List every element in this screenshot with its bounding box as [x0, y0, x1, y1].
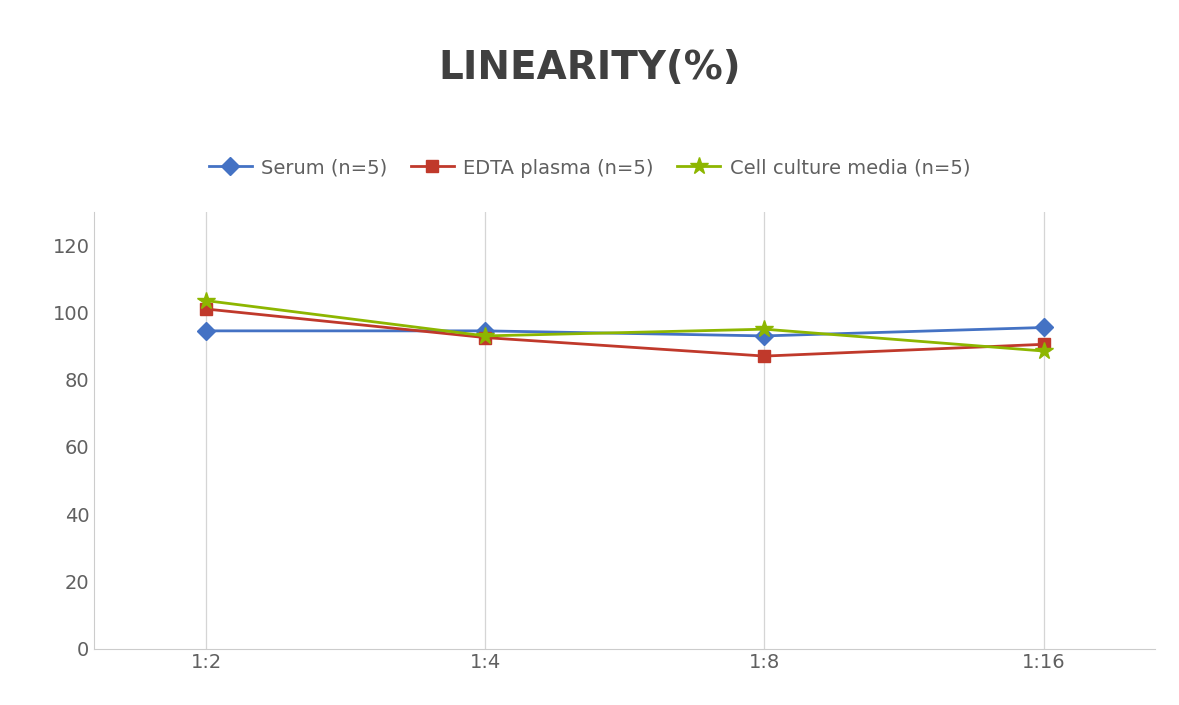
Serum (n=5): [1036, 324, 1050, 332]
Cell culture media (n=5): [479, 331, 493, 340]
Serum (n=5): [199, 326, 213, 335]
Legend: Serum (n=5), EDTA plasma (n=5), Cell culture media (n=5): Serum (n=5), EDTA plasma (n=5), Cell cul…: [200, 151, 979, 185]
EDTA plasma (n=5): [479, 333, 493, 342]
Cell culture media (n=5): [1036, 347, 1050, 355]
Line: EDTA plasma (n=5): EDTA plasma (n=5): [199, 302, 1050, 362]
Cell culture media (n=5): [757, 325, 771, 333]
Line: Cell culture media (n=5): Cell culture media (n=5): [197, 292, 1053, 360]
Serum (n=5): [479, 326, 493, 335]
Text: LINEARITY(%): LINEARITY(%): [439, 49, 740, 87]
Line: Serum (n=5): Serum (n=5): [199, 321, 1050, 342]
Serum (n=5): [757, 331, 771, 340]
EDTA plasma (n=5): [1036, 340, 1050, 348]
EDTA plasma (n=5): [757, 352, 771, 360]
Cell culture media (n=5): [199, 296, 213, 305]
EDTA plasma (n=5): [199, 305, 213, 313]
